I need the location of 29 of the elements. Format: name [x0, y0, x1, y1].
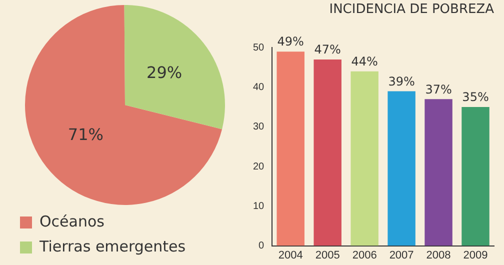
y-tick-label: 20 [253, 161, 265, 172]
legend-label: Océanos [40, 212, 105, 230]
y-tick-label: 10 [253, 200, 265, 212]
y-tick-label: 0 [258, 240, 265, 252]
chart-title: INCIDENCIA DE POBREZA [329, 2, 494, 18]
x-tick-label: 2009 [463, 249, 488, 262]
y-tick-label: 30 [253, 122, 265, 133]
data-label: 44% [351, 54, 378, 69]
data-label: 39% [388, 74, 415, 88]
data-label: 71% [68, 125, 104, 144]
x-tick-label: 2004 [278, 249, 303, 262]
x-tick-label: 2008 [426, 249, 451, 262]
bar [462, 107, 490, 246]
x-tick-label: 2006 [352, 249, 377, 262]
data-label: 29% [146, 63, 182, 82]
bar [424, 99, 452, 246]
y-tick-label: 40 [253, 82, 265, 93]
bar [350, 71, 378, 246]
x-tick-label: 2007 [389, 249, 414, 262]
bar [276, 52, 304, 246]
data-label: 37% [425, 82, 452, 96]
x-tick-label: 2005 [315, 249, 340, 262]
data-label: 49% [277, 34, 304, 49]
data-label: 35% [462, 90, 489, 104]
bar [314, 59, 342, 246]
legend-label: Tierras emergentes [38, 237, 186, 256]
bar [388, 91, 416, 246]
data-label: 47% [314, 42, 341, 57]
y-tick-label: 50 [253, 42, 265, 54]
